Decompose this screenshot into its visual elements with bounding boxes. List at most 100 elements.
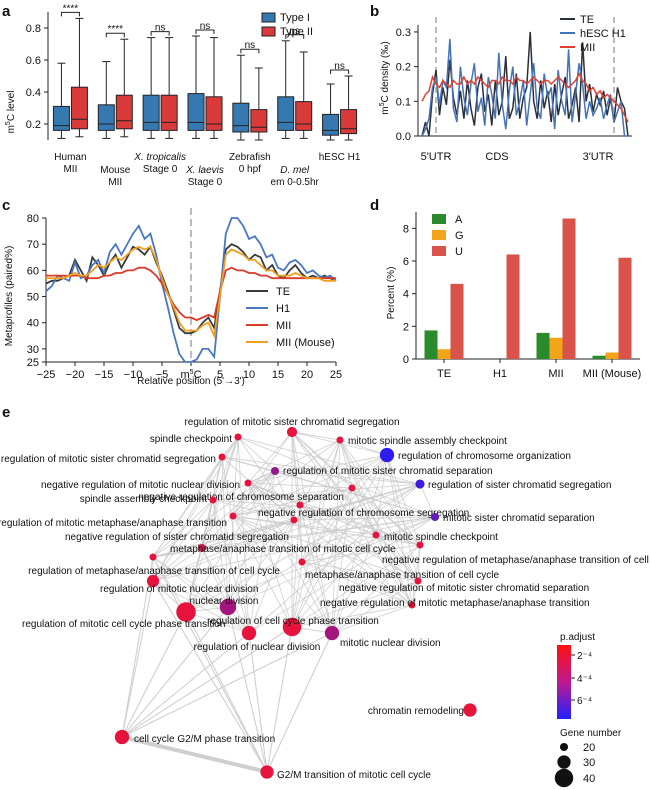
b-region-label: 3'UTR xyxy=(583,151,614,163)
c-xtick-label: 10 xyxy=(243,369,255,381)
network-node xyxy=(197,543,207,553)
a-group-label: D. mel xyxy=(280,165,310,176)
c-series-line xyxy=(45,217,337,363)
c-xtick-label: 15 xyxy=(272,369,284,381)
a-group-label: MII xyxy=(63,164,77,175)
c-xtick-label: −5 xyxy=(156,369,169,381)
a-legend-label-type1: Type I xyxy=(280,12,310,24)
network-edge xyxy=(232,515,293,628)
network-edge xyxy=(291,454,388,628)
a-sig-label: ns xyxy=(245,40,256,51)
a-group-label: X. laevis xyxy=(185,165,224,176)
network-edge xyxy=(201,547,229,608)
c-legend-label: H1 xyxy=(276,303,290,315)
network-edge xyxy=(351,487,419,582)
padj-legend-title: p.adjust xyxy=(560,632,595,643)
network-node-label: regulation of metaphase/anaphase transit… xyxy=(28,566,280,577)
network-edge xyxy=(232,454,388,517)
a-group-label: Mouse xyxy=(100,165,130,176)
d-category-label: H1 xyxy=(493,368,507,380)
a-box xyxy=(187,93,205,131)
network-edge xyxy=(185,516,436,613)
a-group-label: Zebrafish xyxy=(229,152,271,163)
network-edge xyxy=(185,547,203,613)
panel-a-ylabel: m5C level xyxy=(5,91,17,134)
network-edge xyxy=(227,516,436,608)
d-legend-swatch xyxy=(432,214,446,224)
c-xtick-label: 25 xyxy=(330,369,342,381)
a-sig-bracket xyxy=(330,69,350,74)
d-legend-label: U xyxy=(455,246,463,258)
c-ytick-label: 30 xyxy=(27,344,39,356)
network-edge xyxy=(299,504,303,563)
network-edge xyxy=(121,626,293,738)
network-node-label: metaphase/anaphase transition of cell cy… xyxy=(305,570,499,581)
network-node-label: spindle checkpoint xyxy=(150,434,232,445)
a-group-label: Stage 0 xyxy=(188,177,223,188)
network-edge xyxy=(248,632,268,773)
a-ytick-label: 0.4 xyxy=(26,87,41,99)
network-node xyxy=(408,601,416,609)
gene-number-legend-dot xyxy=(557,755,571,769)
network-edge xyxy=(247,482,413,606)
network-edge xyxy=(152,580,229,608)
a-box xyxy=(52,105,70,131)
network-node xyxy=(415,479,425,489)
network-edges xyxy=(121,431,436,774)
a-box xyxy=(277,96,295,131)
c-ytick-label: 80 xyxy=(27,213,39,225)
b-ytick-label: 0.1 xyxy=(396,96,411,108)
network-node-label: negative regulation of mitotic sister ch… xyxy=(339,583,589,594)
network-node-label: regulation of mitotic cell cycle phase t… xyxy=(22,619,225,630)
padj-colorbar-label: 2⁻⁴ xyxy=(577,651,592,662)
a-sig-bracket xyxy=(60,11,80,17)
c-legend-label: MII xyxy=(276,320,291,332)
network-edge xyxy=(232,515,413,606)
network-node xyxy=(146,574,160,588)
network-node xyxy=(416,541,424,549)
network-node xyxy=(209,496,217,504)
network-edge xyxy=(121,580,154,738)
network-edge xyxy=(152,556,229,608)
c-xtick-label: 5 xyxy=(217,369,223,381)
c-series-line xyxy=(45,243,337,335)
network-node xyxy=(430,512,440,522)
network-node-label: cell cycle G2/M phase transition xyxy=(134,734,275,745)
network-node xyxy=(290,516,298,524)
network-edge xyxy=(152,519,295,582)
network-edge xyxy=(301,439,341,563)
network-edge xyxy=(152,556,268,773)
network-node xyxy=(176,602,196,622)
network-node-label: negative regulation of metaphase/anaphas… xyxy=(382,555,650,566)
network-node xyxy=(260,765,274,779)
network-node xyxy=(463,703,477,717)
gene-number-legend-label: 30 xyxy=(583,757,595,769)
network-edge xyxy=(411,544,421,606)
network-edge xyxy=(247,482,293,628)
network-edge xyxy=(185,519,295,613)
network-node xyxy=(149,553,157,561)
a-group-label: em 0-0.5hr xyxy=(271,177,320,188)
a-ytick-label: 0.6 xyxy=(26,55,41,67)
c-legend-label: MII (Mouse) xyxy=(276,337,335,349)
panel-d-label: d xyxy=(370,197,379,214)
d-category-label: MII (Mouse) xyxy=(583,368,642,380)
c-ytick-label: 40 xyxy=(27,318,39,330)
network-edge xyxy=(291,431,419,582)
c-ytick-label: 60 xyxy=(27,265,39,277)
network-edge xyxy=(331,487,353,634)
c-series-line xyxy=(46,266,336,322)
a-group-label: 0 hpf xyxy=(239,164,261,175)
b-ytick-label: 0.2 xyxy=(396,62,411,74)
network-edge xyxy=(152,516,436,582)
network-node-label: mitotic nuclear division xyxy=(340,638,441,649)
c-legend-label: TE xyxy=(276,286,290,298)
network-node xyxy=(241,625,257,641)
network-edge xyxy=(331,544,421,634)
a-box xyxy=(160,94,178,131)
network-node xyxy=(324,625,340,641)
network-edge xyxy=(291,487,353,628)
network-edge xyxy=(212,499,229,608)
d-bar xyxy=(437,349,451,359)
